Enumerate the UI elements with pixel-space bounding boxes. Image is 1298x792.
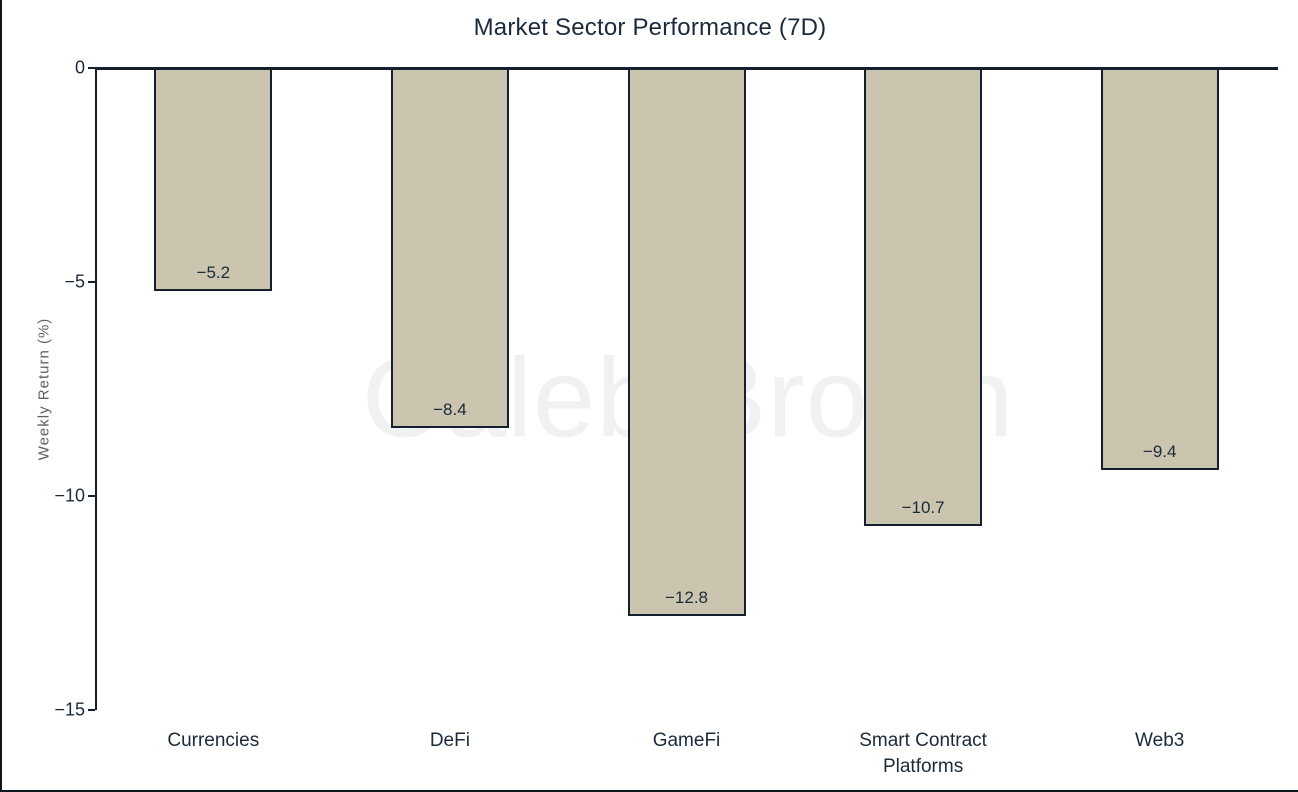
bar: [627, 68, 746, 616]
bar-value-label: −9.4: [1142, 442, 1177, 462]
bar: [390, 68, 509, 428]
bar: [1100, 68, 1219, 471]
bar-value-label: −8.4: [433, 399, 467, 419]
y-tick-mark: [88, 709, 95, 711]
bar-value-label: −12.8: [664, 587, 709, 607]
bar-value-label: −10.7: [901, 497, 945, 517]
bar: [154, 68, 273, 291]
x-category-label: Smart Contract Platforms: [859, 730, 987, 777]
y-axis-label: Weekly Return (%): [35, 317, 53, 461]
y-tick-label: −10: [54, 485, 85, 506]
zero-line: [95, 67, 1278, 70]
bar-value-label: −5.2: [196, 262, 231, 282]
y-tick-mark: [88, 281, 95, 283]
x-category-label: Web3: [1135, 730, 1185, 751]
y-tick-label: −15: [54, 699, 85, 720]
y-tick-mark: [88, 495, 95, 497]
x-category-label: DeFi: [429, 730, 470, 751]
y-axis-line: [95, 68, 97, 710]
y-tick-label: −5: [64, 271, 85, 292]
chart-title: Market Sector Performance (7D): [473, 14, 827, 41]
bar: [864, 68, 983, 526]
y-tick-label: 0: [74, 57, 85, 78]
y-tick-mark: [88, 67, 95, 69]
x-category-label: GameFi: [652, 730, 721, 751]
x-category-label: Currencies: [167, 730, 260, 751]
